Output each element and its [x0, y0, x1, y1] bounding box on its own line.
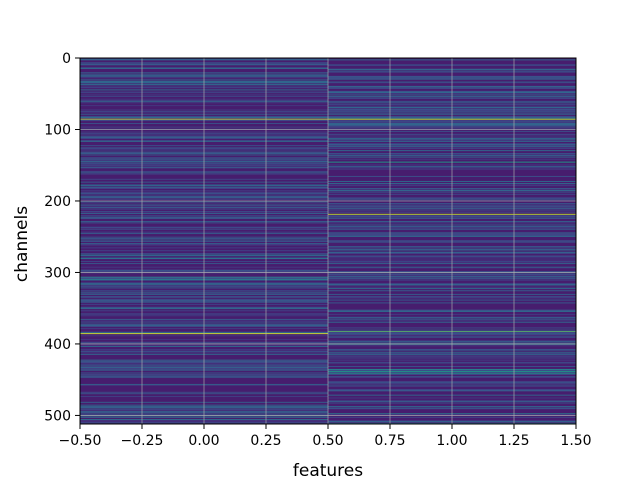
x-tick-label: 1.50 [560, 433, 591, 449]
x-tick-label: 0.75 [374, 433, 405, 449]
y-tick-label: 500 [44, 408, 71, 424]
x-tick-label: 0.25 [250, 433, 281, 449]
y-tick-label: 300 [44, 265, 71, 281]
x-tick-label: 0.50 [312, 433, 343, 449]
x-tick-label: 0.00 [188, 433, 219, 449]
y-tick-label: 0 [62, 51, 71, 67]
y-tick-label: 100 [44, 122, 71, 138]
x-tick-label: 1.00 [436, 433, 467, 449]
x-tick-label: −0.25 [121, 433, 164, 449]
y-tick-label: 400 [44, 337, 71, 353]
x-tick-label: −0.50 [59, 433, 102, 449]
x-axis: −0.50 −0.25 0.00 0.25 0.50 0.75 1.00 1.25 1.50 [59, 424, 592, 449]
x-tick-label: 1.25 [498, 433, 529, 449]
y-tick-label: 200 [44, 194, 71, 210]
y-axis-label: channels [12, 206, 32, 282]
y-axis: 0 100 200 300 400 500 [44, 51, 80, 424]
x-axis-label: features [293, 461, 363, 480]
